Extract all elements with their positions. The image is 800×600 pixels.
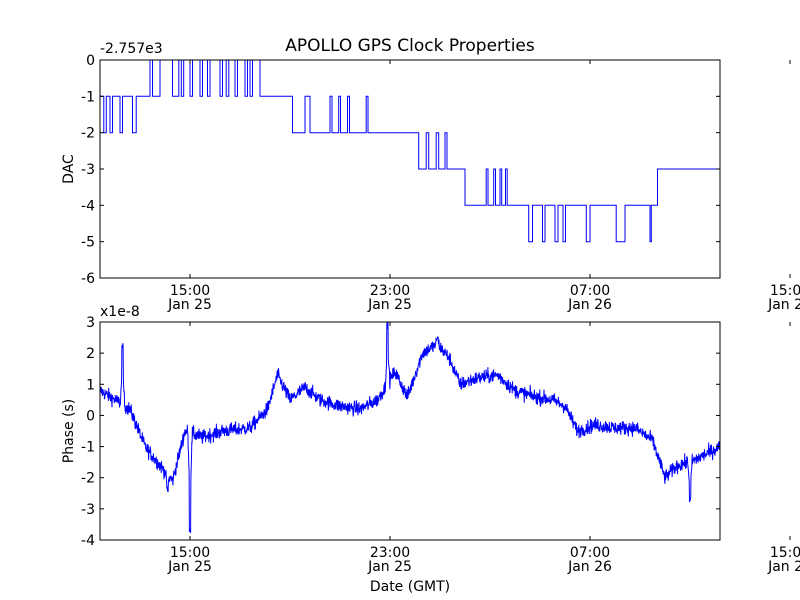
y-tick-label: -2	[81, 126, 95, 142]
x-axis-label: Date (GMT)	[370, 579, 450, 595]
x-tick-time-label: 15:00	[770, 545, 800, 561]
x-tick-time-label: 15:00	[170, 283, 210, 299]
y-tick-label: -4	[81, 533, 95, 549]
y-tick-label: 0	[86, 53, 95, 69]
dac-offset-label: -2.757e3	[100, 41, 163, 57]
y-tick-label: -5	[81, 235, 95, 251]
x-tick-time-label: 15:00	[770, 283, 800, 299]
y-tick-label: 1	[86, 377, 95, 393]
x-tick-date-label: Jan 25	[167, 297, 212, 313]
y-tick-label: -1	[81, 89, 95, 105]
y-tick-label: -2	[81, 471, 95, 487]
phase-offset-label: x1e-8	[100, 304, 140, 320]
x-tick-time-label: 07:00	[570, 283, 610, 299]
y-tick-label: 0	[86, 408, 95, 424]
x-tick-date-label: Jan 26	[567, 297, 612, 313]
x-tick-time-label: 15:00	[170, 545, 210, 561]
dac-line-group	[100, 60, 720, 278]
dac-y-axis-label: DAC	[61, 154, 77, 184]
x-tick-time-label: 07:00	[570, 545, 610, 561]
y-tick-label: -6	[81, 271, 95, 287]
phase-y-axis-label: Phase (s)	[61, 399, 77, 463]
x-tick-date-label: Jan 26	[767, 297, 800, 313]
dac-series-line	[100, 60, 720, 278]
x-tick-time-label: 23:00	[370, 545, 410, 561]
phase-axes-frame	[99, 321, 721, 541]
x-tick-date-label: Jan 25	[367, 559, 412, 575]
y-tick-label: 2	[86, 346, 95, 362]
phase-line-group	[100, 322, 720, 533]
x-tick-date-label: Jan 26	[767, 559, 800, 575]
y-tick-label: -3	[81, 162, 95, 178]
y-tick-label: -1	[81, 440, 95, 456]
dac-y-ticks: 0 -1 -2 -3 -4 -5 -6	[81, 53, 720, 287]
y-tick-label: -4	[81, 198, 95, 214]
x-tick-time-label: 23:00	[370, 283, 410, 299]
chart-title: APOLLO GPS Clock Properties	[285, 36, 535, 56]
phase-series-line	[100, 322, 720, 533]
y-tick-label: -3	[81, 502, 95, 518]
x-tick-date-label: Jan 25	[367, 297, 412, 313]
y-tick-label: 3	[86, 315, 95, 331]
phase-y-ticks: 3 2 1 0 -1 -2 -3 -4	[81, 315, 720, 549]
x-tick-date-label: Jan 26	[567, 559, 612, 575]
x-tick-date-label: Jan 25	[167, 559, 212, 575]
